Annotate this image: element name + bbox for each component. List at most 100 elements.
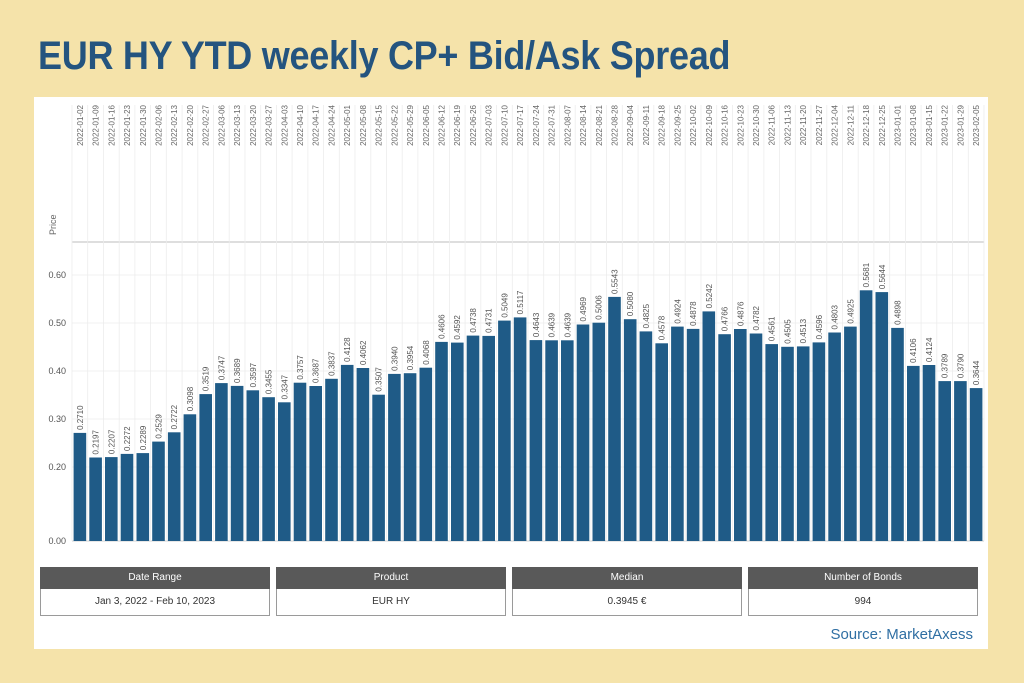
- bar: [859, 290, 873, 541]
- y-tick-label: 0.30: [48, 414, 66, 424]
- bar-value-label: 0.4561: [768, 316, 777, 341]
- bar-value-label: 0.4643: [532, 312, 541, 337]
- x-category-label: 2022-03-20: [249, 104, 258, 145]
- bar: [639, 331, 653, 541]
- bar-value-label: 0.3687: [312, 358, 321, 383]
- bar-value-label: 0.5681: [862, 262, 871, 287]
- bar-value-label: 0.4639: [563, 312, 572, 337]
- bar: [152, 441, 165, 541]
- bar-value-label: 0.4106: [909, 338, 918, 363]
- bar-value-label: 0.3757: [296, 355, 305, 380]
- bar: [167, 432, 181, 541]
- summary-cards: Date Range Jan 3, 2022 - Feb 10, 2023 Pr…: [40, 567, 978, 621]
- x-category-label: 2022-06-05: [422, 104, 431, 145]
- y-tick-label: 0.40: [48, 366, 66, 376]
- bar: [969, 388, 983, 541]
- x-category-label: 2023-01-01: [894, 104, 903, 145]
- median-value: 0.3945 €: [512, 589, 742, 616]
- bar: [922, 365, 936, 541]
- date-range-card: Date Range Jan 3, 2022 - Feb 10, 2023: [40, 567, 270, 619]
- bar: [608, 296, 621, 541]
- bar-value-label: 0.3347: [280, 374, 289, 399]
- x-category-label: 2022-11-06: [768, 104, 777, 145]
- bar: [356, 368, 370, 541]
- x-category-label: 2022-05-08: [359, 104, 368, 145]
- bar: [466, 335, 480, 541]
- product-value: EUR HY: [276, 589, 506, 616]
- bar-value-label: 0.3455: [265, 369, 274, 394]
- bar: [498, 320, 511, 541]
- bar-value-label: 0.3098: [186, 386, 195, 411]
- bar: [671, 326, 684, 541]
- bar: [513, 317, 527, 541]
- x-category-label: 2023-02-05: [972, 104, 981, 145]
- bar-value-label: 0.4606: [438, 314, 447, 339]
- bar: [796, 346, 810, 541]
- bar: [529, 340, 543, 541]
- x-category-label: 2022-04-03: [280, 104, 289, 145]
- bar: [844, 326, 857, 541]
- x-category-label: 2022-03-13: [233, 104, 242, 145]
- bonds-header: Number of Bonds: [748, 567, 978, 589]
- bar: [686, 328, 700, 541]
- y-tick-label: 0.20: [48, 462, 66, 472]
- bar-value-label: 0.2197: [92, 430, 101, 455]
- bar: [325, 378, 338, 541]
- bar: [812, 342, 826, 541]
- bar-value-label: 0.4803: [831, 304, 840, 329]
- bar: [403, 373, 417, 541]
- x-category-label: 2022-07-24: [532, 104, 541, 145]
- x-category-label: 2022-10-23: [736, 104, 745, 145]
- bar-value-label: 0.4068: [422, 340, 431, 365]
- x-category-label: 2022-05-22: [390, 104, 399, 145]
- x-category-label: 2022-01-09: [92, 104, 101, 145]
- bar: [891, 327, 904, 541]
- x-category-label: 2022-08-28: [610, 104, 619, 145]
- bar-value-label: 0.3519: [202, 366, 211, 391]
- median-header: Median: [512, 567, 742, 589]
- bar: [246, 390, 260, 541]
- bar: [938, 381, 951, 541]
- bar-value-label: 0.4782: [752, 305, 761, 330]
- bar-value-label: 0.2207: [107, 429, 116, 454]
- bar-value-label: 0.4124: [925, 337, 934, 362]
- bar-value-label: 0.4505: [783, 319, 792, 344]
- y-tick-label: 0.00: [48, 536, 66, 546]
- x-category-label: 2022-10-30: [752, 104, 761, 145]
- bar: [451, 342, 464, 541]
- bar-value-label: 0.5117: [516, 290, 525, 314]
- bar: [907, 365, 920, 541]
- x-category-label: 2023-01-08: [909, 104, 918, 145]
- x-category-label: 2022-02-20: [186, 104, 195, 145]
- bar: [592, 322, 606, 541]
- x-category-label: 2022-10-02: [689, 104, 698, 145]
- bar-value-label: 0.2272: [123, 426, 132, 451]
- bar-value-label: 0.3689: [233, 358, 242, 383]
- x-category-label: 2022-07-31: [548, 104, 557, 145]
- bar-value-label: 0.5006: [595, 295, 604, 320]
- bar-value-label: 0.4766: [721, 306, 730, 331]
- page-title: EUR HY YTD weekly CP+ Bid/Ask Spread: [38, 34, 731, 78]
- bar-value-label: 0.3790: [956, 353, 965, 378]
- x-category-label: 2022-07-10: [500, 104, 509, 145]
- bar-value-label: 0.2529: [154, 414, 163, 439]
- source-note: Source: MarketAxess: [830, 626, 973, 643]
- bar-value-label: 0.4592: [453, 315, 462, 340]
- x-category-label: 2022-02-13: [170, 104, 179, 145]
- bar-value-label: 0.4969: [579, 296, 588, 321]
- bar-value-label: 0.3597: [249, 362, 258, 387]
- x-category-label: 2022-06-12: [438, 104, 447, 145]
- x-category-label: 2023-01-15: [925, 104, 934, 145]
- date-range-header: Date Range: [40, 567, 270, 589]
- bar: [576, 324, 590, 541]
- bar-value-label: 0.5049: [500, 293, 509, 318]
- y-tick-label: 0.50: [48, 318, 66, 328]
- x-category-label: 2022-09-18: [658, 104, 667, 145]
- x-category-label: 2022-04-24: [327, 104, 336, 145]
- bar-value-label: 0.4128: [343, 337, 352, 362]
- bar: [183, 414, 197, 541]
- median-card: Median 0.3945 €: [512, 567, 742, 619]
- bar: [293, 382, 307, 541]
- bar-value-label: 0.5080: [626, 291, 635, 316]
- x-category-label: 2023-01-22: [941, 104, 950, 145]
